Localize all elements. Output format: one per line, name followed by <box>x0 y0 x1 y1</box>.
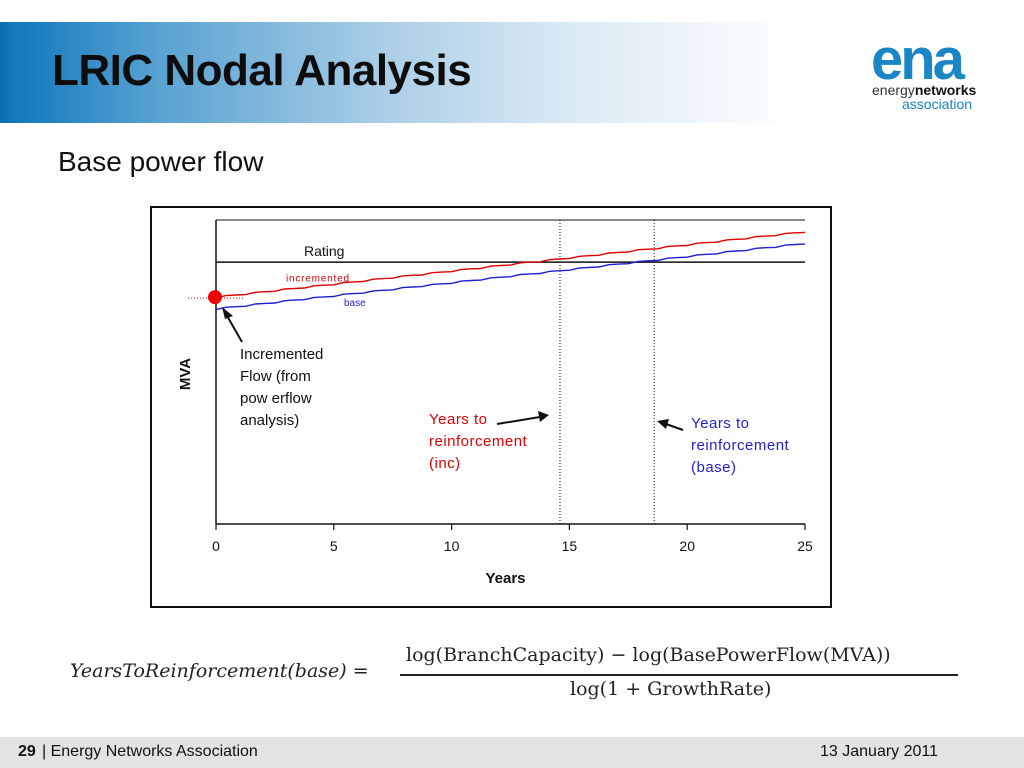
x-tick-label: 20 <box>679 538 695 554</box>
years-inc-arrow <box>496 416 541 425</box>
slide-subtitle: Base power flow <box>58 146 264 177</box>
footer-date: 13 January 2011 <box>820 743 939 760</box>
footer-bar <box>0 737 1024 768</box>
title-banner <box>0 22 808 123</box>
x-axis-label: Years <box>485 570 525 587</box>
start-point-marker <box>208 290 222 305</box>
footer-org: | Energy Networks Association <box>42 743 258 761</box>
x-tick-label: 25 <box>797 538 813 554</box>
footer-org-name: Energy Networks Association <box>50 743 258 760</box>
slide-title: LRIC Nodal Analysis <box>52 46 472 95</box>
years-inc-annotation: (inc) <box>429 455 461 472</box>
incremented-flow-annotation: pow erflow <box>240 390 312 407</box>
x-tick-label: 15 <box>562 538 578 554</box>
logo-word-networks: networks <box>914 82 977 98</box>
incremented-flow-annotation: Flow (from <box>240 368 311 385</box>
fraction-bar <box>400 674 958 676</box>
x-tick-label: 10 <box>444 538 460 554</box>
incremented-flow-annotation: analysis) <box>240 412 299 429</box>
series-label-incremented: incremented <box>286 273 350 284</box>
years-inc-arrowhead <box>538 411 549 422</box>
footer-separator: | <box>42 743 47 760</box>
line-chart: 0 5 10 15 20 25 Years MVA Rating incremented base I… <box>177 219 813 587</box>
x-tick-label: 0 <box>212 538 220 554</box>
formula-lhs: YearsToReinforcement(base) = <box>70 660 369 682</box>
page-number: 29 <box>18 743 36 760</box>
series-line-base <box>215 243 806 311</box>
years-base-arrow <box>665 423 684 431</box>
chart-frame <box>150 206 832 608</box>
series-line-incremented <box>215 231 806 299</box>
x-tick-label: 5 <box>330 538 338 554</box>
incremented-flow-arrowhead <box>222 307 233 319</box>
years-base-annotation: reinforcement <box>691 437 790 454</box>
years-inc-annotation: reinforcement <box>429 433 528 450</box>
logo-word-energy: energy <box>872 82 915 98</box>
years-inc-annotation: Years to <box>429 411 488 428</box>
years-base-annotation: (base) <box>691 459 737 476</box>
incremented-flow-annotation: Incremented <box>240 346 323 363</box>
ena-logo: ena <box>871 27 965 92</box>
years-base-annotation: Years to <box>691 415 750 432</box>
years-base-arrowhead <box>657 419 669 429</box>
series-label-base: base <box>344 298 366 309</box>
rating-label: Rating <box>304 243 344 259</box>
formula-numerator: log(BranchCapacity) − log(BasePowerFlow(… <box>406 644 891 666</box>
y-axis-label: MVA <box>177 358 194 390</box>
logo-word-association: association <box>902 96 973 112</box>
logo-tagline: energynetworks <box>872 82 976 98</box>
formula-denominator: log(1 + GrowthRate) <box>570 678 772 700</box>
incremented-flow-arrow <box>225 313 243 343</box>
